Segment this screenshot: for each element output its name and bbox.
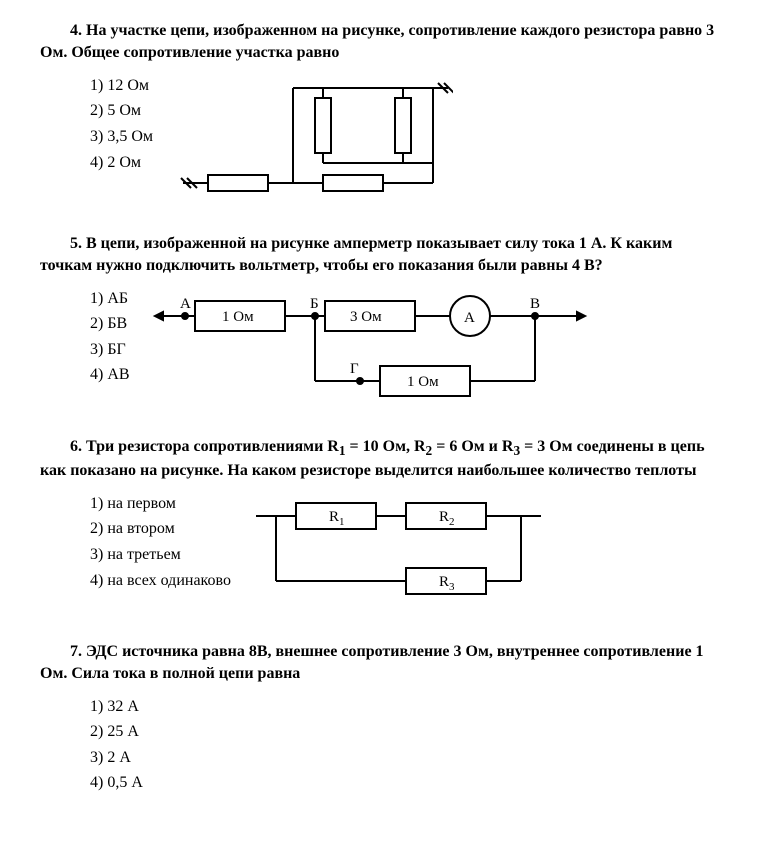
question-5-number: 5. — [70, 235, 82, 252]
question-7: 7. ЭДС источника равна 8В, внешнее сопро… — [40, 641, 728, 796]
question-4-diagram — [173, 73, 728, 203]
question-7-number: 7. — [70, 643, 82, 660]
question-4-body: 1) 12 Ом 2) 5 Ом 3) 3,5 Ом 4) 2 Ом — [40, 73, 728, 203]
option: 2) на втором — [90, 516, 231, 542]
circuit-diagram-icon: R1 R2 R3 — [251, 491, 551, 611]
q6-textpart: = 6 Ом и R — [432, 438, 513, 455]
question-6: 6. Три резистора сопротивлениями R1 = 10… — [40, 436, 728, 611]
question-5-options: 1) АБ 2) БВ 3) БГ 4) АВ — [40, 286, 130, 388]
option: 3) БГ — [90, 337, 130, 363]
resistor-label: 3 Ом — [350, 309, 382, 325]
node-label: А — [180, 296, 191, 312]
option: 2) 25 А — [90, 719, 728, 745]
question-7-options: 1) 32 А 2) 25 А 3) 2 А 4) 0,5 А — [40, 694, 728, 796]
question-5-text: 5. В цепи, изображенной на рисунке ампер… — [40, 233, 728, 278]
node-label: Г — [350, 361, 359, 377]
option: 4) 2 Ом — [90, 150, 153, 176]
option: 2) 5 Ом — [90, 98, 153, 124]
node-label: В — [530, 296, 540, 312]
option: 1) на первом — [90, 491, 231, 517]
ammeter-label: А — [464, 310, 475, 326]
option: 1) АБ — [90, 286, 130, 312]
circuit-diagram-icon — [173, 73, 453, 203]
question-5-body: 1) АБ 2) БВ 3) БГ 4) АВ — [40, 286, 728, 406]
resistor-label: 1 Ом — [222, 309, 254, 325]
option: 3) 2 А — [90, 745, 728, 771]
resistor-label: R2 — [439, 509, 455, 528]
question-4-prompt: На участке цепи, изображенном на рисунке… — [40, 22, 714, 61]
node-label: Б — [310, 296, 319, 312]
option: 1) 12 Ом — [90, 73, 153, 99]
option: 3) на третьем — [90, 542, 231, 568]
resistor-label: 1 Ом — [407, 374, 439, 390]
subscript: 1 — [339, 443, 346, 458]
question-6-number: 6. — [70, 438, 82, 455]
question-6-text: 6. Три резистора сопротивлениями R1 = 10… — [40, 436, 728, 483]
question-7-text: 7. ЭДС источника равна 8В, внешнее сопро… — [40, 641, 728, 686]
question-5-prompt: В цепи, изображенной на рисунке ампермет… — [40, 235, 672, 274]
circuit-diagram-icon: А Б В Г 1 Ом 3 Ом 1 Ом А — [150, 286, 590, 406]
option: 4) 0,5 А — [90, 770, 728, 796]
question-4-text: 4. На участке цепи, изображенном на рису… — [40, 20, 728, 65]
option: 1) 32 А — [90, 694, 728, 720]
question-6-diagram: R1 R2 R3 — [251, 491, 728, 611]
question-4: 4. На участке цепи, изображенном на рису… — [40, 20, 728, 203]
question-6-body: 1) на первом 2) на втором 3) на третьем … — [40, 491, 728, 611]
question-7-prompt: ЭДС источника равна 8В, внешнее сопротив… — [40, 643, 704, 682]
question-5: 5. В цепи, изображенной на рисунке ампер… — [40, 233, 728, 406]
q6-textpart: = 10 Ом, R — [346, 438, 426, 455]
question-4-options: 1) 12 Ом 2) 5 Ом 3) 3,5 Ом 4) 2 Ом — [40, 73, 153, 175]
option: 3) 3,5 Ом — [90, 124, 153, 150]
resistor-label: R1 — [329, 509, 345, 528]
question-5-diagram: А Б В Г 1 Ом 3 Ом 1 Ом А — [150, 286, 728, 406]
q6-textpart: Три резистора сопротивлениями R — [86, 438, 339, 455]
option: 2) БВ — [90, 311, 130, 337]
option: 4) АВ — [90, 362, 130, 388]
resistor-label: R3 — [439, 574, 455, 593]
option: 4) на всех одинаково — [90, 568, 231, 594]
question-4-number: 4. — [70, 22, 82, 39]
question-6-options: 1) на первом 2) на втором 3) на третьем … — [40, 491, 231, 593]
